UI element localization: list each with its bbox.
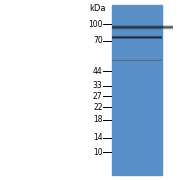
Bar (112, 5, 162, 175)
Text: 14: 14 (93, 133, 103, 142)
Text: 100: 100 (88, 20, 103, 29)
Text: 44: 44 (93, 67, 103, 76)
Text: 33: 33 (93, 81, 103, 90)
Text: 10: 10 (93, 148, 103, 157)
Text: 22: 22 (93, 103, 103, 112)
Text: 27: 27 (93, 92, 103, 101)
Text: 70: 70 (93, 36, 103, 45)
Text: kDa: kDa (90, 4, 106, 13)
Text: 18: 18 (93, 115, 103, 124)
